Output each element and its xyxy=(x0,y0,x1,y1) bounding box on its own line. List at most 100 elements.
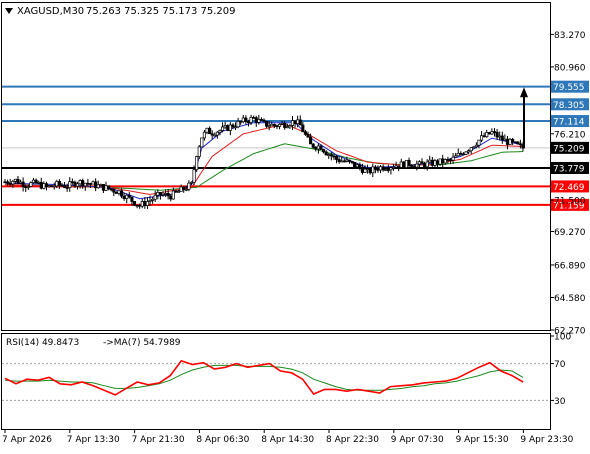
candle[interactable] xyxy=(65,183,69,192)
candle[interactable] xyxy=(404,159,409,168)
candle[interactable] xyxy=(306,131,310,138)
triangle-down-icon[interactable] xyxy=(5,8,13,14)
candle[interactable] xyxy=(127,192,131,199)
candle[interactable] xyxy=(477,139,481,149)
candle[interactable] xyxy=(158,192,162,200)
candle[interactable] xyxy=(233,122,238,131)
candle[interactable] xyxy=(513,141,517,144)
candle[interactable] xyxy=(420,158,424,164)
candle[interactable] xyxy=(52,182,56,190)
candle[interactable] xyxy=(228,122,232,136)
candle[interactable] xyxy=(415,160,419,171)
candle[interactable] xyxy=(272,123,276,129)
candle[interactable] xyxy=(200,137,204,148)
candle[interactable] xyxy=(26,184,30,190)
candle[interactable] xyxy=(63,181,67,189)
candle[interactable] xyxy=(301,121,305,133)
candle[interactable] xyxy=(508,138,512,145)
candle[interactable] xyxy=(11,179,15,188)
candle[interactable] xyxy=(29,181,33,188)
candle[interactable] xyxy=(472,146,476,149)
candle[interactable] xyxy=(309,133,313,145)
candle[interactable] xyxy=(130,196,134,206)
candle[interactable] xyxy=(373,165,377,174)
candle[interactable] xyxy=(145,197,150,209)
candle[interactable] xyxy=(407,157,411,169)
candle[interactable] xyxy=(391,163,396,171)
candle[interactable] xyxy=(443,158,447,165)
candle[interactable] xyxy=(83,182,87,191)
candle[interactable] xyxy=(182,186,186,193)
candle[interactable] xyxy=(277,123,282,130)
candle[interactable] xyxy=(213,132,217,137)
candle[interactable] xyxy=(153,190,157,202)
candle[interactable] xyxy=(358,162,362,171)
candle[interactable] xyxy=(322,148,326,154)
candle[interactable] xyxy=(6,179,10,186)
candle[interactable] xyxy=(319,144,323,150)
candle[interactable] xyxy=(16,175,20,185)
candle[interactable] xyxy=(171,187,175,200)
candle[interactable] xyxy=(96,180,100,189)
candle[interactable] xyxy=(262,118,266,123)
candle[interactable] xyxy=(215,131,219,139)
candle[interactable] xyxy=(218,129,222,136)
candle[interactable] xyxy=(202,129,206,141)
candle[interactable] xyxy=(425,159,429,171)
candle[interactable] xyxy=(197,144,201,160)
candle[interactable] xyxy=(189,181,194,185)
candle[interactable] xyxy=(50,185,54,187)
candle[interactable] xyxy=(226,124,230,132)
candle[interactable] xyxy=(480,131,484,143)
candle[interactable] xyxy=(410,164,414,169)
candle[interactable] xyxy=(107,185,111,191)
candle[interactable] xyxy=(249,114,253,126)
candle[interactable] xyxy=(166,189,170,200)
candle[interactable] xyxy=(350,161,354,165)
candle[interactable] xyxy=(148,195,152,206)
candle[interactable] xyxy=(487,132,491,135)
candle[interactable] xyxy=(311,143,315,149)
candle[interactable] xyxy=(500,131,504,144)
candle[interactable] xyxy=(267,121,271,131)
candle[interactable] xyxy=(303,129,307,136)
candle[interactable] xyxy=(454,152,458,158)
candle[interactable] xyxy=(288,124,292,129)
candle[interactable] xyxy=(469,147,473,155)
candle[interactable] xyxy=(221,122,225,133)
main-chart-pane[interactable] xyxy=(1,2,551,331)
candle[interactable] xyxy=(464,151,468,156)
candle[interactable] xyxy=(184,185,188,192)
candle[interactable] xyxy=(192,165,196,186)
candle[interactable] xyxy=(151,196,155,204)
candle[interactable] xyxy=(208,126,212,135)
candle[interactable] xyxy=(34,178,38,184)
candle[interactable] xyxy=(132,201,137,207)
candle[interactable] xyxy=(68,177,72,192)
candle[interactable] xyxy=(371,163,375,178)
candle[interactable] xyxy=(244,115,248,125)
candle[interactable] xyxy=(451,153,455,164)
candle[interactable] xyxy=(257,114,261,125)
candle[interactable] xyxy=(195,155,199,173)
rsi-pane[interactable] xyxy=(1,333,551,430)
candle[interactable] xyxy=(21,177,25,192)
candle[interactable] xyxy=(210,130,214,140)
candle[interactable] xyxy=(516,141,520,145)
candle[interactable] xyxy=(75,181,80,190)
candle[interactable] xyxy=(381,164,385,172)
candle[interactable] xyxy=(402,161,406,170)
candle[interactable] xyxy=(265,120,269,128)
candle[interactable] xyxy=(334,155,339,164)
candle[interactable] xyxy=(44,181,48,191)
candle[interactable] xyxy=(363,165,367,173)
candle[interactable] xyxy=(347,159,352,164)
candle[interactable] xyxy=(285,123,289,129)
candle[interactable] xyxy=(119,188,124,199)
candle[interactable] xyxy=(57,179,61,190)
candle[interactable] xyxy=(329,152,333,161)
candle[interactable] xyxy=(283,120,287,130)
candle[interactable] xyxy=(176,189,181,193)
